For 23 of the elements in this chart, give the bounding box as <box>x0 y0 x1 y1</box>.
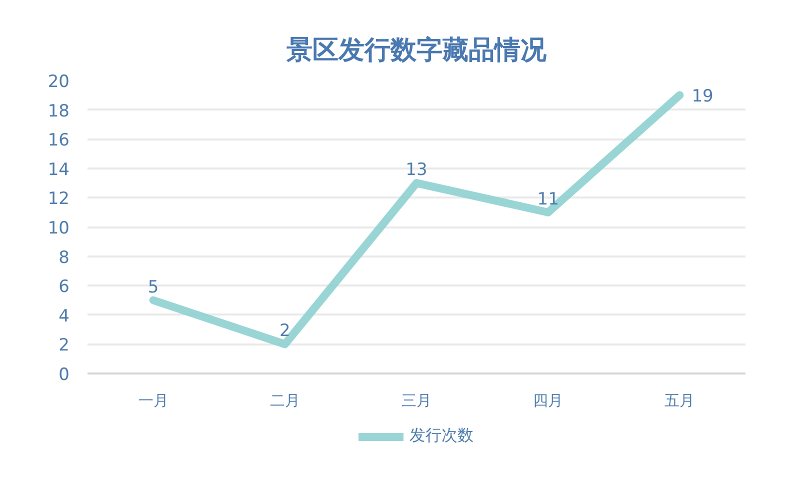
y-tick-label: 18 <box>48 101 70 122</box>
data-label: 13 <box>406 160 428 180</box>
y-tick-label: 0 <box>58 365 70 385</box>
data-label: 5 <box>148 277 159 298</box>
y-tick-label: 12 <box>48 189 70 210</box>
x-tick-label: 四月 <box>533 392 564 410</box>
x-tick-label: 一月 <box>138 392 168 410</box>
y-tick-label: 6 <box>58 277 70 298</box>
y-tick-label: 20 <box>48 72 70 92</box>
y-tick-label: 14 <box>48 160 70 180</box>
data-label: 2 <box>279 321 290 342</box>
y-tick-label: 2 <box>58 336 70 356</box>
x-tick-label: 二月 <box>270 392 300 410</box>
y-tick-label: 8 <box>58 248 70 268</box>
y-tick-label: 4 <box>58 306 70 326</box>
y-tick-label: 10 <box>48 218 70 238</box>
y-tick-label: 16 <box>48 130 70 151</box>
chart-title: 景区发行数字藏品情况 <box>286 36 548 66</box>
x-tick-label: 三月 <box>402 392 432 410</box>
data-label: 11 <box>537 189 559 210</box>
x-tick-label: 五月 <box>664 392 695 410</box>
data-label: 19 <box>692 86 714 107</box>
legend-label: 发行次数 <box>410 426 474 446</box>
